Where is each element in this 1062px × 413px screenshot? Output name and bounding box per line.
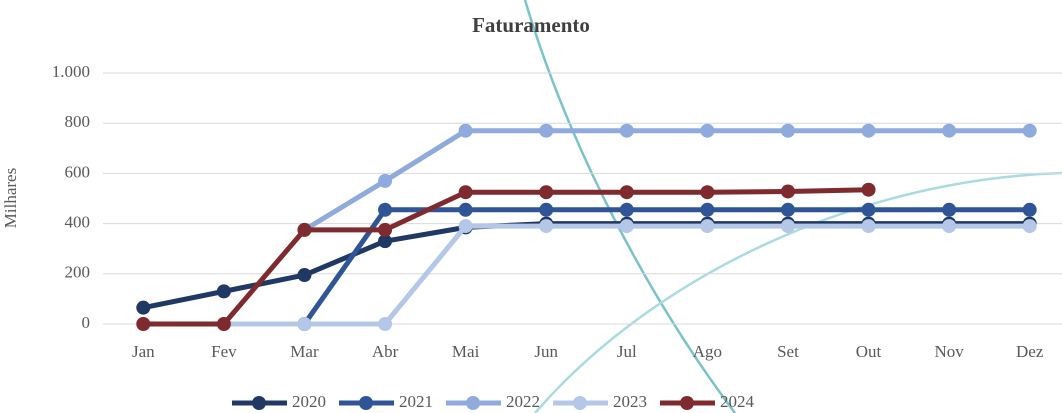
point xyxy=(216,317,231,331)
point xyxy=(539,219,554,234)
point xyxy=(619,202,634,217)
legend-swatch xyxy=(252,396,266,410)
point xyxy=(780,202,795,217)
x-tick-label: Set xyxy=(777,342,799,361)
y-tick-label: 1.000 xyxy=(52,62,90,81)
decoration-curve xyxy=(534,171,1062,413)
point xyxy=(297,222,312,237)
point xyxy=(861,123,876,138)
point xyxy=(539,202,554,217)
point xyxy=(297,268,312,283)
y-tick-label: 200 xyxy=(65,263,91,282)
chart-title: Faturamento xyxy=(472,13,590,37)
x-tick-label: Fev xyxy=(211,342,237,361)
point xyxy=(861,202,876,217)
x-tick-label: Mai xyxy=(452,342,480,361)
point xyxy=(378,222,393,237)
point xyxy=(942,219,957,234)
series-line xyxy=(143,223,1030,327)
point xyxy=(942,202,957,217)
legend-label: 2021 xyxy=(399,392,433,411)
point xyxy=(861,182,876,197)
point xyxy=(136,317,151,331)
x-tick-label: Ago xyxy=(693,342,722,361)
series-line xyxy=(303,128,1030,233)
point xyxy=(861,219,876,234)
x-tick-label: Mar xyxy=(290,342,319,361)
x-tick-label: Out xyxy=(856,342,882,361)
point xyxy=(619,219,634,234)
y-axis-label: Milhares xyxy=(1,168,20,228)
point xyxy=(539,185,554,200)
point xyxy=(700,123,715,138)
legend-swatch xyxy=(466,396,480,410)
point xyxy=(1022,219,1037,234)
point xyxy=(700,219,715,234)
point xyxy=(378,173,393,188)
point xyxy=(780,219,795,234)
y-tick-label: 800 xyxy=(65,112,91,131)
point xyxy=(619,185,634,200)
x-tick-label: Abr xyxy=(372,342,399,361)
legend-label: 2022 xyxy=(506,392,540,411)
x-tick-label: Nov xyxy=(934,342,964,361)
point xyxy=(458,219,473,234)
point xyxy=(619,123,634,138)
point xyxy=(1022,123,1037,138)
point xyxy=(378,202,393,217)
point xyxy=(700,185,715,200)
x-tick-label: Dez xyxy=(1016,342,1044,361)
point xyxy=(1022,202,1037,217)
point xyxy=(297,317,312,331)
point xyxy=(136,300,151,315)
y-tick-label: 0 xyxy=(82,313,91,332)
legend-label: 2024 xyxy=(720,392,755,411)
point xyxy=(942,123,957,138)
series-line xyxy=(142,221,1030,311)
legend-swatch xyxy=(680,396,694,410)
legend-swatch xyxy=(359,396,373,410)
series-line xyxy=(143,187,869,327)
x-tick-label: Jul xyxy=(617,342,637,361)
point xyxy=(539,123,554,138)
y-tick-label: 400 xyxy=(65,213,91,232)
y-tick-label: 600 xyxy=(65,162,91,181)
x-tick-label: Jun xyxy=(534,342,558,361)
legend-label: 2020 xyxy=(292,392,326,411)
point xyxy=(780,184,795,199)
legend-label: 2023 xyxy=(613,392,647,411)
point xyxy=(458,185,473,200)
point xyxy=(700,202,715,217)
point xyxy=(458,123,473,138)
point xyxy=(216,284,231,299)
point xyxy=(458,202,473,217)
x-tick-label: Jan xyxy=(132,342,155,361)
decoration-curve xyxy=(523,0,736,413)
point xyxy=(378,317,393,331)
point xyxy=(780,123,795,138)
legend-swatch xyxy=(573,396,587,410)
point xyxy=(378,234,393,249)
